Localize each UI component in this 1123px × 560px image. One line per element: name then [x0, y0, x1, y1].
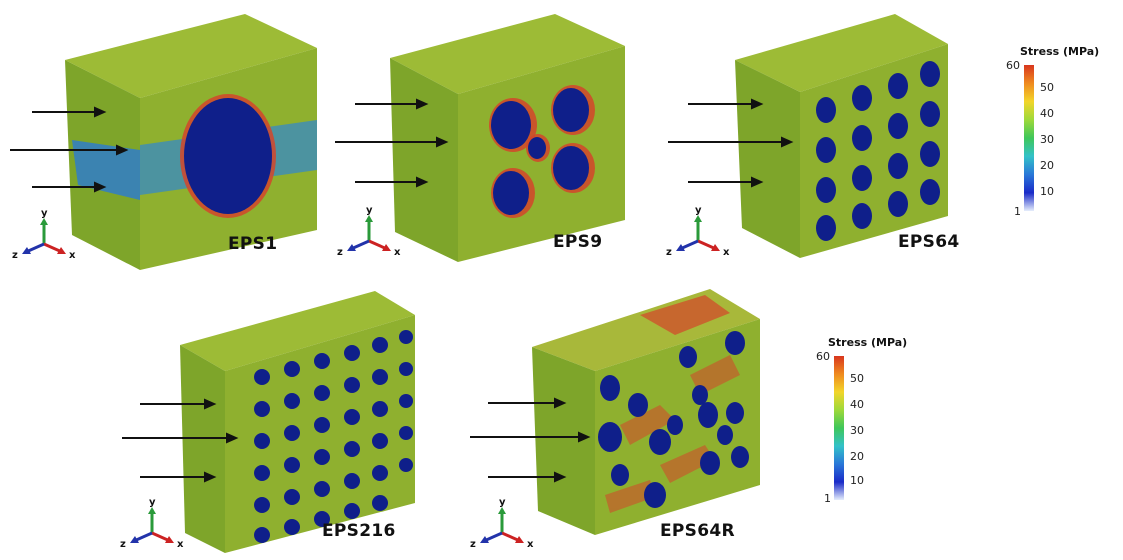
legend-tick: 10: [850, 474, 864, 487]
axis-triad: y x z: [120, 497, 184, 550]
axis-x-label: x: [394, 247, 401, 258]
load-arrows: [10, 106, 129, 193]
block-top-face: [65, 14, 317, 98]
axis-y-label: y: [366, 205, 373, 216]
inclusion-grid: [816, 61, 940, 241]
legend-tick: 40: [1040, 107, 1054, 120]
panel-label: EPS64R: [660, 521, 735, 541]
block-eps216: [122, 291, 415, 553]
axis-triad: y x z: [666, 205, 730, 258]
panel-eps64: y x z EPS64: [660, 0, 960, 280]
high-stress-zone: [605, 355, 740, 513]
axis-y-label: y: [149, 497, 156, 508]
panel-eps1: y x z EPS1: [0, 0, 330, 280]
legend-max: 60: [816, 350, 830, 363]
panel-label: EPS1: [228, 234, 278, 254]
panel-eps64r: y x z EPS64R: [460, 285, 790, 556]
legend-min: 1: [1014, 205, 1021, 218]
block-eps64r: [470, 289, 760, 535]
panel-label: EPS9: [553, 232, 603, 252]
legend-tick: 40: [850, 398, 864, 411]
stress-legend-bottom: Stress (MPa) 60 50 40 30 20 10 1: [816, 336, 938, 511]
inclusion-grid: [254, 330, 413, 543]
inclusion: [184, 98, 272, 214]
legend-tick: 10: [1040, 185, 1054, 198]
axis-z-label: z: [666, 247, 672, 258]
panel-eps9: y x z EPS9: [325, 0, 645, 280]
stress-band: [72, 140, 140, 200]
load-arrows: [668, 98, 794, 188]
inclusion-grid: [489, 85, 595, 218]
axis-x-label: x: [69, 250, 76, 261]
axis-y-label: y: [499, 497, 506, 508]
legend-min: 1: [824, 492, 831, 505]
legend-title: Stress (MPa): [828, 336, 908, 349]
colorbar: [834, 356, 844, 500]
legend-max: 60: [1006, 59, 1020, 72]
colorbar: [1024, 65, 1034, 211]
panel-label: EPS64: [898, 232, 960, 252]
load-arrows: [122, 398, 239, 483]
panel-label: EPS216: [322, 521, 396, 541]
axis-triad: y x z: [337, 205, 401, 258]
load-arrows: [335, 98, 449, 188]
legend-tick: 50: [850, 372, 864, 385]
axis-z-label: z: [12, 250, 18, 261]
inclusion-grid: [598, 331, 749, 508]
axis-y-label: y: [41, 208, 48, 219]
axis-z-label: z: [470, 539, 476, 550]
axis-x-label: x: [723, 247, 730, 258]
legend-tick: 50: [1040, 81, 1054, 94]
block-eps1: [10, 14, 317, 270]
panel-eps216: y x z EPS216: [110, 285, 440, 556]
stress-legend-top: Stress (MPa) 60 50 40 30 20 10 1: [1006, 45, 1123, 225]
axis-z-label: z: [337, 247, 343, 258]
block-eps64: [668, 14, 948, 258]
load-arrows: [470, 397, 591, 483]
axis-triad: y x z: [470, 497, 534, 550]
legend-title: Stress (MPa): [1020, 45, 1100, 58]
axis-x-label: x: [177, 539, 184, 550]
axis-y-label: y: [695, 205, 702, 216]
block-eps9: [335, 14, 625, 262]
axis-z-label: z: [120, 539, 126, 550]
axis-x-label: x: [527, 539, 534, 550]
legend-tick: 20: [1040, 159, 1054, 172]
legend-tick: 30: [850, 424, 864, 437]
legend-tick: 20: [850, 450, 864, 463]
legend-tick: 30: [1040, 133, 1054, 146]
axis-triad: y x z: [12, 208, 76, 261]
